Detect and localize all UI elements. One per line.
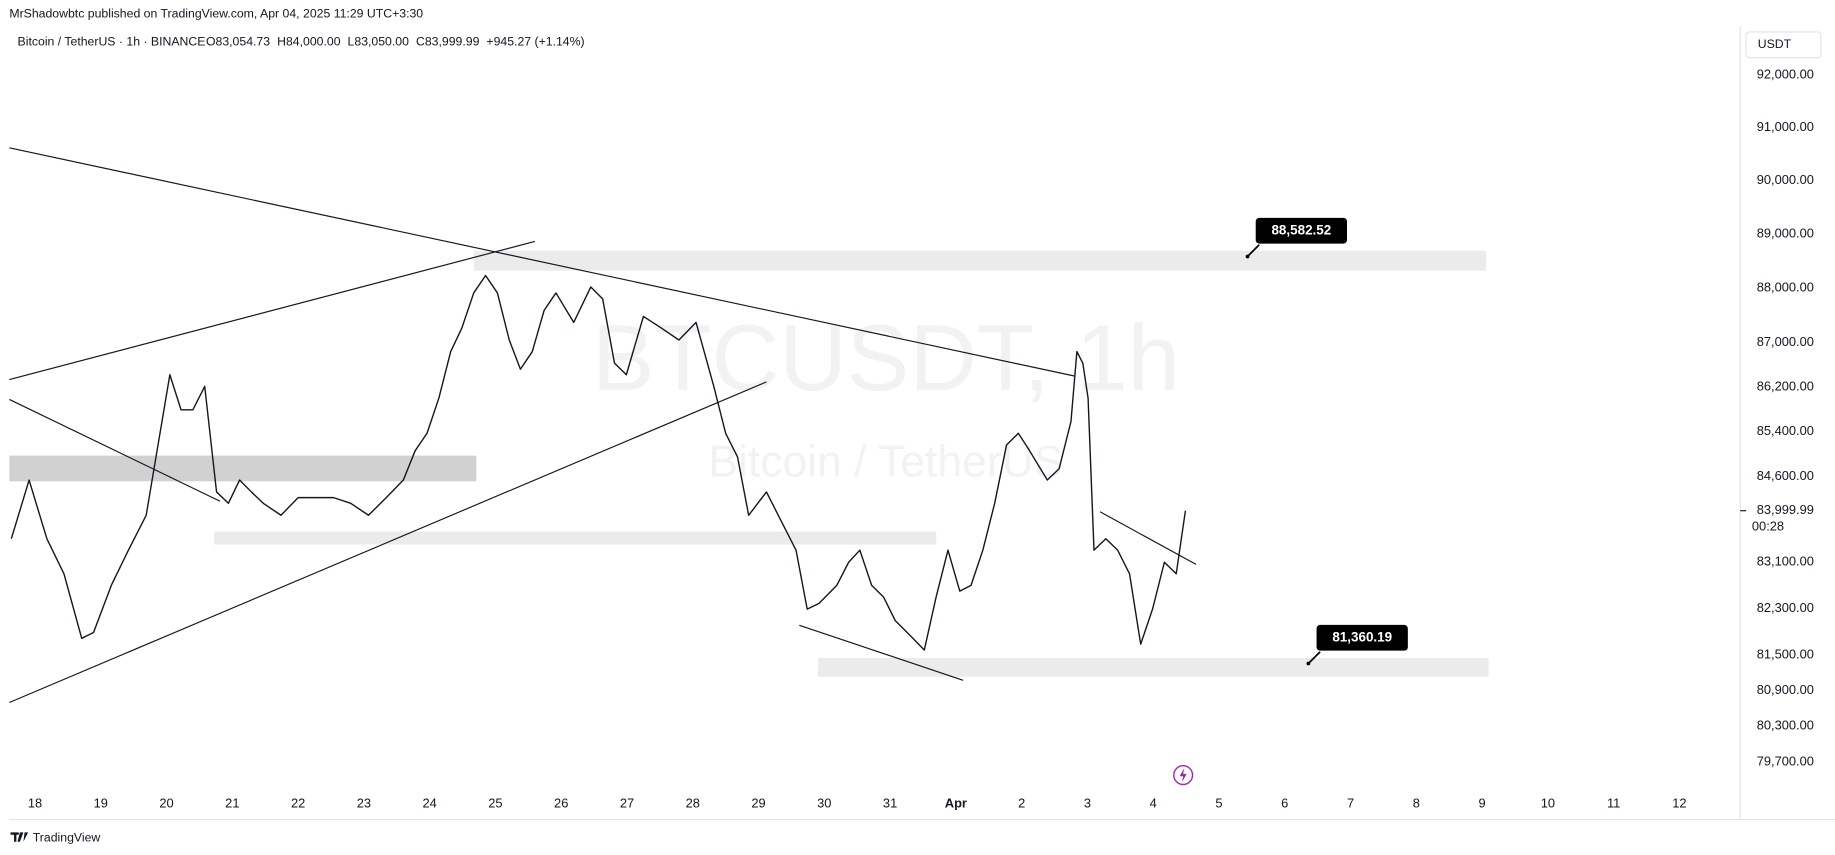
watermark-name: Bitcoin / TetherUS	[708, 438, 1063, 487]
trendline	[799, 624, 964, 681]
x-tick-label: 9	[1478, 796, 1485, 811]
published-note: MrShadowbtc published on TradingView.com…	[9, 7, 423, 21]
ohlc-value: O83,054.73	[206, 35, 270, 49]
price-line	[10, 274, 1187, 651]
event-icon[interactable]	[1173, 765, 1194, 786]
x-tick-label: 30	[817, 796, 831, 811]
y-tick-label: 80,900.00	[1757, 682, 1814, 697]
annotation-point	[1306, 661, 1311, 666]
x-tick-label: 27	[620, 796, 634, 811]
y-tick-label: 79,700.00	[1757, 754, 1814, 769]
y-tick-label: 91,000.00	[1757, 119, 1814, 134]
y-tick-label: 88,000.00	[1757, 279, 1814, 294]
ohlc-value: H84,000.00	[277, 35, 341, 49]
y-tick-label: 81,500.00	[1757, 647, 1814, 662]
zone	[818, 658, 1489, 677]
zone	[473, 250, 1487, 271]
logo	[10, 832, 29, 842]
x-tick-label: 20	[159, 796, 173, 811]
trendline	[9, 398, 221, 502]
x-tick-label: 6	[1281, 796, 1288, 811]
y-tick-label: 80,300.00	[1757, 718, 1814, 733]
zone	[214, 531, 937, 545]
y-tick-label: 89,000.00	[1757, 225, 1814, 240]
ohlc-value: L83,050.00	[348, 35, 410, 49]
annotation-pointer	[1307, 651, 1321, 665]
y-tick-label: 85,400.00	[1757, 423, 1814, 438]
ohlc-legend: O83,054.73 H84,000.00 L83,050.00 C83,999.99…	[206, 35, 585, 49]
y-tick-label: 90,000.00	[1757, 172, 1814, 187]
x-tick-label: 29	[751, 796, 765, 811]
annotation-label: 88,582.52	[1271, 222, 1331, 237]
x-tick-label: 28	[686, 796, 700, 811]
last-price-label: 83,999.99	[1757, 502, 1814, 517]
y-tick-label: 92,000.00	[1757, 67, 1814, 82]
x-tick-label: 11	[1607, 796, 1620, 811]
x-tick-label: 3	[1084, 796, 1091, 811]
y-tick-label: 83,100.00	[1757, 554, 1814, 569]
trendline	[1099, 511, 1197, 565]
x-tick-label: 4	[1150, 796, 1157, 811]
x-tick-label: 26	[554, 796, 568, 811]
watermark-symbol: BTCUSDT, 1h	[592, 305, 1180, 410]
annotation-box	[1255, 217, 1347, 244]
x-tick-label: 18	[28, 796, 42, 811]
ohlc-value: +945.27 (+1.14%)	[486, 35, 584, 49]
currency-button[interactable]	[1745, 31, 1822, 59]
x-tick-label: 8	[1413, 796, 1420, 811]
y-tick-label: 84,600.00	[1757, 468, 1814, 483]
trendline	[9, 147, 1075, 377]
x-tick-label: 19	[94, 796, 108, 811]
ohlc-value: C83,999.99	[416, 35, 480, 49]
x-tick-label: 22	[291, 796, 305, 811]
countdown: 00:28	[1752, 518, 1784, 533]
zone	[9, 455, 477, 482]
y-tick-label: 87,000.00	[1757, 334, 1814, 349]
x-tick-label: 5	[1215, 796, 1222, 811]
brand: TradingView	[33, 831, 101, 845]
x-tick-label: 12	[1672, 796, 1686, 811]
currency-label[interactable]: USDT	[1758, 37, 1792, 51]
x-tick-label: 25	[488, 796, 502, 811]
y-tick-label: 82,300.00	[1757, 600, 1814, 615]
annotation-pointer	[1246, 244, 1260, 258]
x-tick-label: 31	[883, 796, 897, 811]
x-tick-label: 10	[1541, 796, 1555, 811]
x-tick-label: 23	[357, 796, 371, 811]
event-icon-bolt	[1179, 768, 1187, 783]
x-tick-label: 24	[423, 796, 437, 811]
annotation-box	[1316, 624, 1408, 651]
trendlines	[9, 147, 1197, 704]
y-tick-label: 86,200.00	[1757, 378, 1814, 393]
x-tick-label: Apr	[945, 796, 967, 811]
x-tick-label: 21	[225, 796, 239, 811]
annotation-point	[1245, 254, 1250, 259]
annotation-label: 81,360.19	[1332, 629, 1392, 644]
symbol-legend[interactable]: Bitcoin / TetherUS · 1h · BINANCE	[18, 35, 206, 49]
x-tick-label: 7	[1347, 796, 1354, 811]
trendline	[9, 240, 535, 381]
x-tick-label: 2	[1018, 796, 1025, 811]
trendline	[9, 381, 767, 704]
